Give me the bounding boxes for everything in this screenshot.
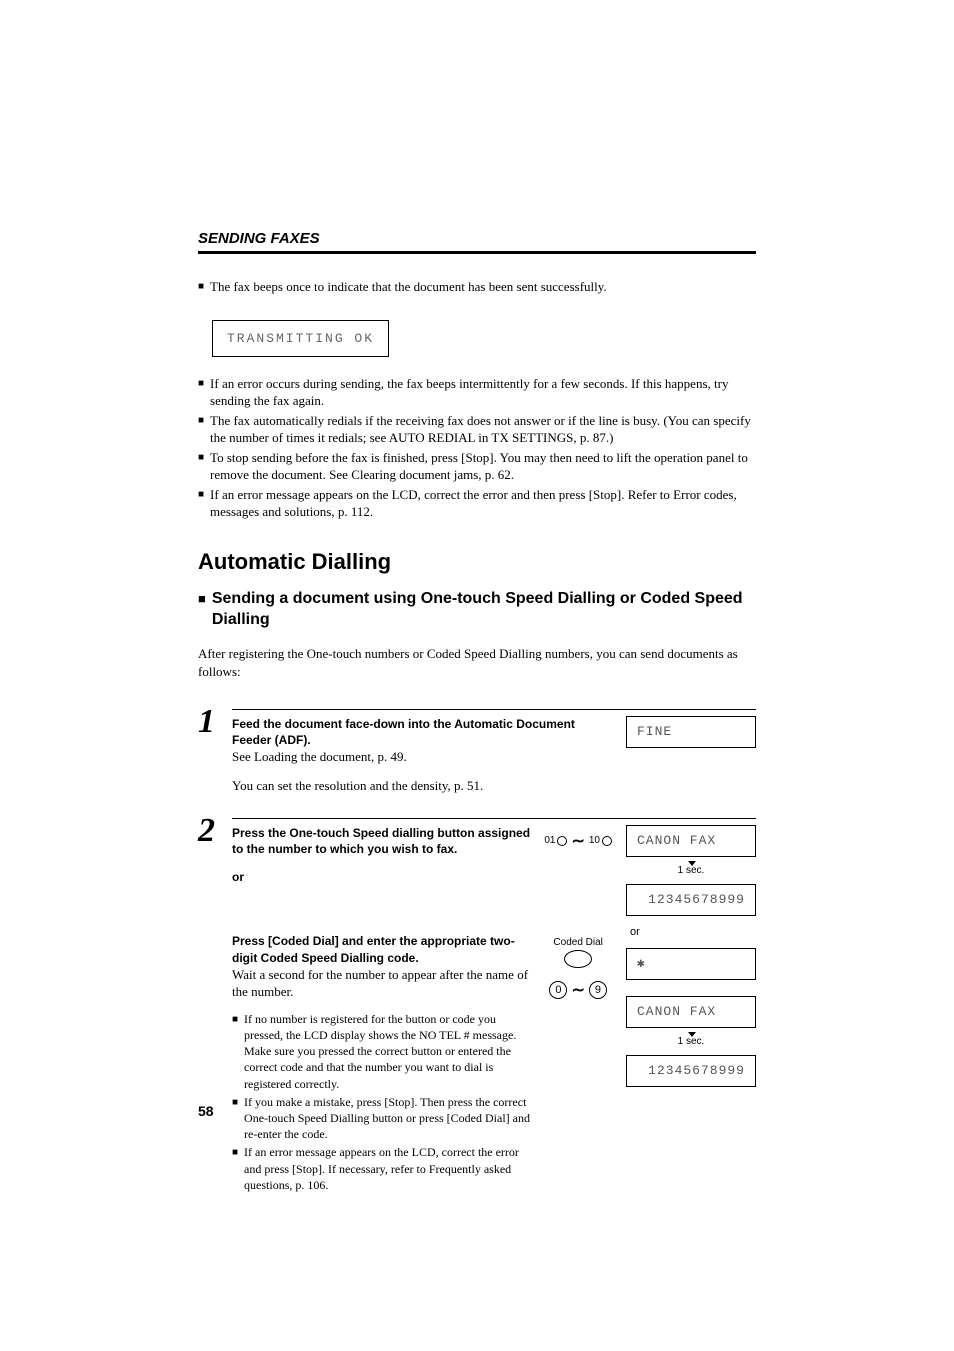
lcd-number-2: 12345678999 (626, 1055, 756, 1087)
page-number: 58 (198, 1103, 214, 1119)
bullet-text: If an error message appears on the LCD, … (244, 1144, 530, 1193)
step-body: Press the One-touch Speed dialling butto… (232, 818, 756, 1195)
step-left: Press the One-touch Speed dialling butto… (232, 825, 530, 1195)
label-10: 10 (589, 835, 600, 846)
bullet-item: ■ If you make a mistake, press [Stop]. T… (232, 1094, 530, 1143)
step1-text: See Loading the document, p. 49. (232, 748, 612, 766)
bullet-item: ■ If an error message appears on the LCD… (198, 486, 756, 521)
key-0-icon: 0 (549, 981, 567, 999)
bullet-text: To stop sending before the fax is finish… (210, 449, 756, 484)
step-number: 1 (198, 705, 232, 739)
tilde-icon: ∼ (571, 980, 584, 1000)
sub-heading: ■ Sending a document using One-touch Spe… (198, 589, 756, 631)
bullet-item: ■ The fax automatically redials if the r… (198, 412, 756, 447)
bullet-item: ■ If an error message appears on the LCD… (232, 1144, 530, 1193)
section-header: SENDING FAXES (198, 230, 756, 247)
bullet-text: If an error message appears on the LCD, … (210, 486, 756, 521)
step-middle-icons: 01 ∼ 10 Coded Dial 0 ∼ 9 (544, 825, 612, 1195)
bullet-marker: ■ (232, 1094, 238, 1143)
step-number: 2 (198, 814, 232, 848)
bullet-item: ■ To stop sending before the fax is fini… (198, 449, 756, 484)
bullet-text: If you make a mistake, press [Stop]. The… (244, 1094, 530, 1143)
step2-text2: Wait a second for the number to appear a… (232, 966, 530, 1001)
step-body: Feed the document face-down into the Aut… (232, 709, 756, 766)
bullet-marker: ■ (198, 412, 204, 447)
bullet-text: If an error occurs during sending, the f… (210, 375, 756, 410)
dot-icon (557, 836, 567, 846)
info-bullet-list: ■ If an error occurs during sending, the… (198, 375, 756, 521)
intro-text: After registering the One-touch numbers … (198, 645, 756, 681)
bullet-item: ■ If no number is registered for the but… (232, 1011, 530, 1092)
bullet-marker: ■ (198, 449, 204, 484)
bullet-text: If no number is registered for the butto… (244, 1011, 530, 1092)
nested-bullet-list: ■ If no number is registered for the but… (232, 1011, 530, 1193)
step-rule (232, 818, 756, 819)
bullet-item: ■ The fax beeps once to indicate that th… (198, 278, 756, 296)
header-rule (198, 251, 756, 254)
step-2: 2 Press the One-touch Speed dialling but… (198, 818, 756, 1195)
label-01: 01 (544, 835, 555, 846)
step2-bold1: Press the One-touch Speed dialling butto… (232, 825, 530, 857)
lcd-number-1: 12345678999 (626, 884, 756, 916)
coded-dial-button-icon (564, 950, 592, 968)
bullet-marker: ■ (232, 1011, 238, 1092)
step-left: Feed the document face-down into the Aut… (232, 716, 612, 766)
bullet-marker: ■ (198, 486, 204, 521)
step-rule (232, 709, 756, 710)
lcd-fine: FINE (626, 716, 756, 748)
top-bullet-list: ■ The fax beeps once to indicate that th… (198, 278, 756, 296)
wait-label-2: 1 sec. (626, 1034, 756, 1049)
step2-bold2: Press [Coded Dial] and enter the appropr… (232, 933, 530, 965)
sub-heading-text: Sending a document using One-touch Speed… (212, 589, 756, 631)
bullet-text: The fax beeps once to indicate that the … (210, 278, 607, 296)
keypad-range: 0 ∼ 9 (549, 980, 606, 1000)
tilde-icon: ∼ (571, 831, 584, 851)
or-label: or (232, 869, 530, 885)
wait-label-1: 1 sec. (626, 863, 756, 878)
dot-icon (602, 836, 612, 846)
step-right-lcds: CANON FAX 1 sec. 12345678999 or ✱ CANON … (626, 825, 756, 1195)
bullet-item: ■ If an error occurs during sending, the… (198, 375, 756, 410)
bullet-text: The fax automatically redials if the rec… (210, 412, 756, 447)
lcd-canon-fax-1: CANON FAX (626, 825, 756, 857)
bullet-marker: ■ (232, 1144, 238, 1193)
key-9-icon: 9 (589, 981, 607, 999)
bullet-marker: ■ (198, 278, 204, 296)
step1-bold: Feed the document face-down into the Aut… (232, 716, 612, 748)
bullet-marker: ■ (198, 375, 204, 410)
step-right: FINE (626, 716, 756, 766)
coded-dial-label: Coded Dial (553, 937, 602, 948)
onetouch-range: 01 ∼ 10 (544, 831, 612, 851)
lcd-container: TRANSMITTING OK (212, 320, 756, 357)
step-1: 1 Feed the document face-down into the A… (198, 709, 756, 766)
sub-heading-marker: ■ (198, 591, 206, 608)
main-heading: Automatic Dialling (198, 549, 756, 575)
lcd-transmitting-ok: TRANSMITTING OK (212, 320, 389, 357)
or-between: or (630, 926, 756, 938)
lcd-star: ✱ (626, 948, 756, 980)
lcd-canon-fax-2: CANON FAX (626, 996, 756, 1028)
resolution-note: You can set the resolution and the densi… (232, 778, 756, 794)
